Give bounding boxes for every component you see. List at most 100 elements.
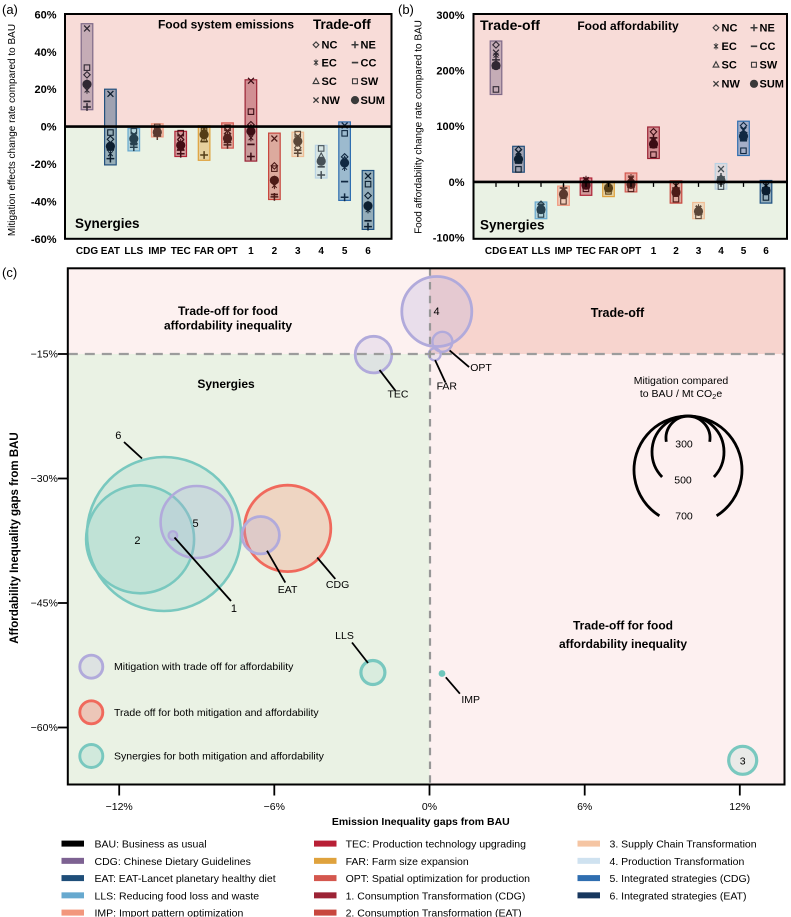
svg-text:6: 6 [763, 246, 769, 257]
svg-text:FAR: FAR [437, 381, 458, 393]
svg-text:Trade-off: Trade-off [480, 17, 540, 33]
svg-text:4: 4 [433, 306, 439, 318]
svg-text:Food affordability change rate: Food affordability change rate compared … [414, 20, 425, 234]
svg-text:0%: 0% [41, 122, 57, 134]
svg-text:3: 3 [740, 756, 746, 768]
svg-text:-100%: -100% [433, 233, 465, 245]
svg-text:-20%: -20% [31, 159, 57, 171]
svg-text:EAT: EAT-Lancet planetary heal: EAT: EAT-Lancet planetary healthy diet [95, 873, 276, 885]
svg-text:NW: NW [322, 95, 341, 107]
svg-text:1. Consumption Transformation: 1. Consumption Transformation (CDG) [346, 890, 526, 902]
svg-text:Trade-off: Trade-off [591, 306, 645, 320]
svg-text:-60%: -60% [31, 234, 57, 246]
svg-text:Mitigation with trade off for: Mitigation with trade off for affordabil… [114, 661, 294, 673]
svg-text:6: 6 [365, 246, 371, 257]
svg-text:Trade off for both mitigation: Trade off for both mitigation and afford… [114, 707, 319, 719]
svg-text:Synergies: Synergies [75, 216, 140, 231]
svg-text:affordability inequality: affordability inequality [164, 319, 292, 333]
svg-text:NE: NE [361, 40, 376, 52]
svg-text:Synergies for both mitigation: Synergies for both mitigation and afford… [114, 751, 325, 763]
svg-text:300%: 300% [436, 10, 464, 22]
svg-text:5: 5 [741, 246, 747, 257]
svg-text:Mitigation compared: Mitigation compared [634, 375, 729, 387]
svg-text:NC: NC [722, 23, 738, 35]
svg-text:Mitigation effects change rate: Mitigation effects change rate compared … [7, 24, 18, 236]
svg-text:TEC: TEC [171, 246, 191, 257]
svg-text:(a): (a) [2, 2, 18, 17]
svg-text:2: 2 [134, 535, 140, 547]
svg-text:LLS: LLS [335, 630, 354, 642]
svg-text:Trade-off for food: Trade-off for food [573, 619, 673, 633]
svg-text:LLS: Reducing food loss and wa: LLS: Reducing food loss and waste [95, 890, 260, 902]
svg-text:2. Consumption Transformation: 2. Consumption Transformation (EAT) [346, 908, 522, 917]
svg-text:−6%: −6% [264, 801, 285, 813]
svg-text:6%: 6% [577, 801, 592, 813]
svg-text:IMP: IMP [555, 246, 573, 257]
svg-text:−12%: −12% [106, 801, 133, 813]
svg-text:CC: CC [361, 57, 377, 69]
svg-text:CDG: Chinese Dietary Guideline: CDG: Chinese Dietary Guidelines [95, 856, 251, 868]
svg-text:SUM: SUM [361, 95, 385, 107]
svg-text:EAT: EAT [278, 584, 298, 596]
svg-text:(b): (b) [398, 2, 414, 17]
svg-text:SW: SW [361, 76, 379, 88]
svg-text:1: 1 [231, 603, 237, 615]
svg-text:OPT: Spatial optimization for: OPT: Spatial optimization for production [346, 873, 531, 885]
svg-text:NW: NW [722, 79, 741, 91]
svg-text:SC: SC [722, 60, 737, 72]
svg-text:2: 2 [272, 246, 278, 257]
svg-text:NE: NE [760, 23, 775, 35]
svg-text:OPT: OPT [217, 246, 238, 257]
svg-text:4. Production Transformation: 4. Production Transformation [610, 856, 745, 868]
svg-text:Food affordability: Food affordability [577, 19, 679, 33]
svg-text:20%: 20% [34, 84, 56, 96]
svg-text:3: 3 [696, 246, 702, 257]
svg-text:6. Integrated strategies (EAT): 6. Integrated strategies (EAT) [610, 890, 747, 902]
svg-text:−45%: −45% [31, 598, 58, 610]
svg-text:4: 4 [318, 246, 324, 257]
svg-text:300: 300 [675, 439, 693, 451]
svg-text:4: 4 [718, 246, 724, 257]
svg-text:FAR: Farm size expansion: FAR: Farm size expansion [346, 856, 469, 868]
svg-text:SC: SC [322, 76, 337, 88]
svg-text:LLS: LLS [532, 246, 551, 257]
svg-text:−30%: −30% [31, 473, 58, 485]
svg-text:0%: 0% [422, 801, 437, 813]
svg-text:(c): (c) [2, 265, 17, 280]
svg-text:EC: EC [322, 57, 337, 69]
svg-text:CDG: CDG [485, 246, 507, 257]
svg-text:5. Integrated strategies (CDG): 5. Integrated strategies (CDG) [610, 873, 751, 885]
svg-text:Trade-off: Trade-off [313, 17, 371, 32]
svg-text:3. Supply Chain Transformation: 3. Supply Chain Transformation [610, 839, 757, 851]
svg-text:200%: 200% [436, 66, 464, 78]
svg-text:6: 6 [115, 430, 121, 442]
svg-text:FAR: FAR [194, 246, 215, 257]
svg-text:BAU: Business as usual: BAU: Business as usual [95, 839, 207, 851]
svg-text:60%: 60% [34, 9, 56, 21]
svg-text:TEC: TEC [388, 389, 409, 401]
svg-text:CDG: CDG [326, 579, 349, 591]
svg-text:700: 700 [675, 511, 693, 523]
svg-text:-40%: -40% [31, 196, 57, 208]
svg-text:IMP: IMP [148, 246, 166, 257]
svg-text:Food system emissions: Food system emissions [158, 18, 294, 32]
svg-text:Affordability Inequality gaps: Affordability Inequality gaps from BAU [9, 432, 21, 644]
svg-text:5: 5 [342, 246, 348, 257]
svg-text:Trade-off for food: Trade-off for food [178, 304, 278, 318]
svg-text:3: 3 [295, 246, 301, 257]
svg-text:EAT: EAT [101, 246, 120, 257]
svg-text:LLS: LLS [124, 246, 143, 257]
svg-text:CC: CC [760, 41, 776, 53]
svg-text:12%: 12% [729, 801, 750, 813]
svg-text:1: 1 [248, 246, 254, 257]
svg-text:TEC: TEC [576, 246, 596, 257]
svg-text:40%: 40% [34, 47, 56, 59]
svg-text:1: 1 [651, 246, 657, 257]
svg-text:OPT: OPT [621, 246, 642, 257]
svg-text:EC: EC [722, 41, 737, 53]
svg-text:SW: SW [760, 60, 778, 72]
svg-text:EAT: EAT [509, 246, 528, 257]
svg-text:Synergies: Synergies [197, 377, 255, 391]
svg-text:FAR: FAR [599, 246, 620, 257]
svg-text:5: 5 [193, 518, 199, 530]
